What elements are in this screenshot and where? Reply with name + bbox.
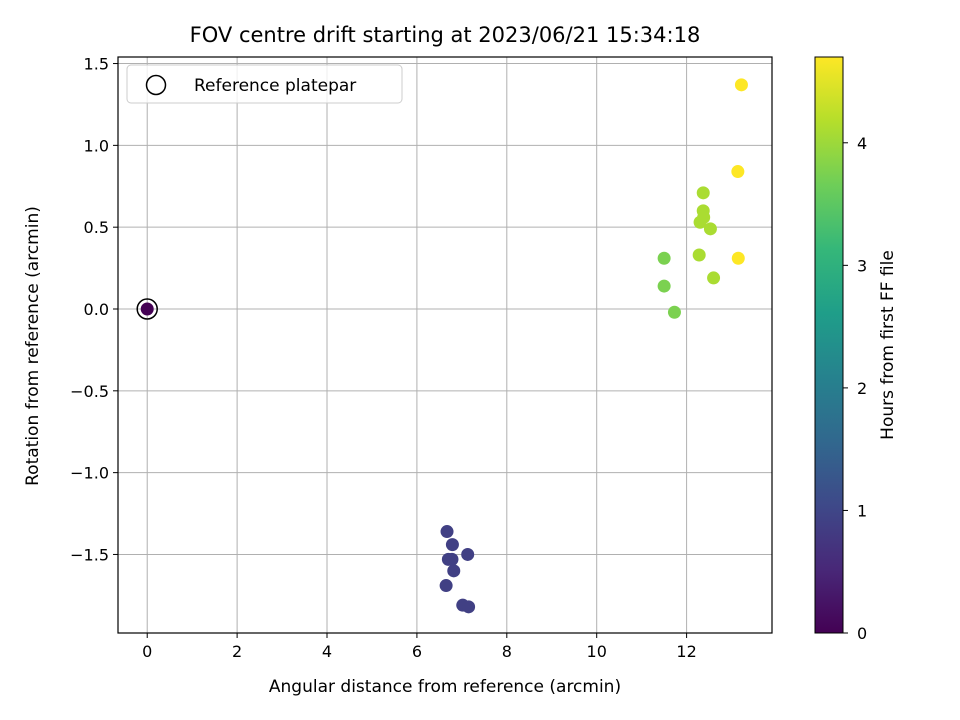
x-tick-label: 12 [676,642,696,661]
colorbar [814,56,844,634]
y-axis-label: Rotation from reference (arcmin) [23,206,43,486]
x-tick-label: 0 [142,642,152,661]
x-tick-label: 6 [412,642,422,661]
colorbar-tick-label: 3 [857,256,867,275]
scatter-point [462,600,476,614]
scatter-point [140,302,154,316]
scatter-point [445,552,459,566]
colorbar-label: Hours from first FF file [878,250,898,440]
scatter-point [657,251,671,265]
legend-marker-reference [145,74,167,96]
y-tick-label: 0.0 [84,300,109,319]
scatter-point [461,547,475,561]
grid-lines [118,57,772,633]
scatter-point [731,251,745,265]
x-tick-label: 10 [587,642,607,661]
y-tick-label: −1.5 [70,545,109,564]
legend-label-reference: Reference platepar [194,76,356,96]
y-tick-label: −1.0 [70,464,109,483]
plot-frame [117,56,773,634]
scatter-point [445,538,459,552]
reference-platepar-marker [136,298,158,320]
legend-box [126,64,403,104]
y-tick-label: −0.5 [70,382,109,401]
y-tick-label: 0.5 [84,218,109,237]
scatter-point [657,279,671,293]
scatter-point [667,305,681,319]
y-tick-label: 1.5 [84,55,109,74]
colorbar-tick-label: 1 [857,501,867,520]
chart-title: FOV centre drift starting at 2023/06/21 … [190,23,701,47]
x-axis-ticks: 0 2 4 6 8 10 12 [142,633,697,661]
x-tick-label: 4 [322,642,332,661]
colorbar-tick-label: 0 [857,624,867,643]
colorbar-tick-label: 4 [857,134,867,153]
colorbar-tick-label: 2 [857,379,867,398]
scatter-points [136,78,748,614]
legend: Reference platepar [126,64,403,104]
scatter-point [707,271,721,285]
scatter-point [439,579,453,593]
scatter-point [693,215,707,229]
y-axis-ticks: 1.5 1.0 0.5 0.0 −0.5 −1.0 −1.5 [70,55,118,564]
scatter-point [440,525,454,539]
scatter-point [696,186,710,200]
y-tick-label: 1.0 [84,136,109,155]
x-tick-label: 2 [232,642,242,661]
scatter-point [731,165,745,179]
x-axis-label: Angular distance from reference (arcmin) [269,677,621,697]
x-tick-label: 8 [502,642,512,661]
colorbar-ticks: 0 1 2 3 4 [843,134,867,643]
scatter-point [447,564,461,578]
scatter-point [703,222,717,236]
scatter-point [734,78,748,92]
scatter-point [692,248,706,262]
